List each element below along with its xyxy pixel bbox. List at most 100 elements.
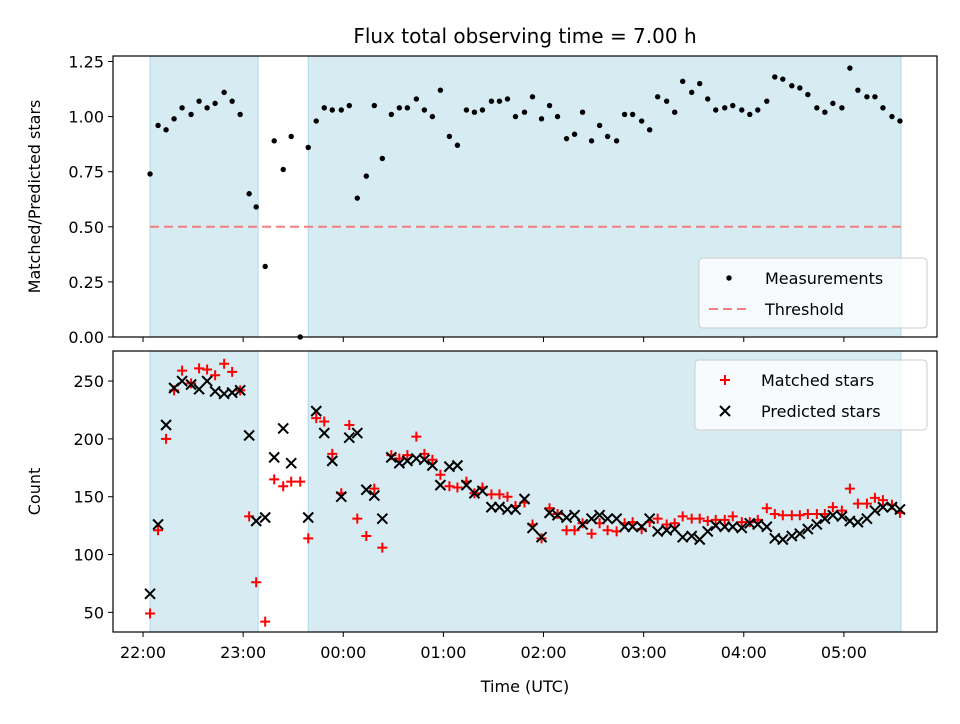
measurement-point	[897, 118, 903, 124]
x-tick-label: 23:00	[220, 643, 266, 662]
measurement-point	[346, 102, 352, 109]
measurement-point	[855, 87, 861, 93]
predicted-star-point	[593, 509, 606, 521]
legend-marker-measurements	[726, 275, 732, 281]
measurement-point	[212, 100, 218, 107]
measurement-point	[413, 96, 420, 102]
measurement-point	[271, 138, 277, 144]
measurement-point	[521, 109, 528, 115]
measurement-point	[839, 105, 845, 111]
measurement-point	[730, 102, 736, 109]
matched-star-point	[161, 433, 172, 444]
matched-star-point	[303, 533, 314, 544]
predicted-star-point	[535, 531, 548, 543]
predicted-star-point	[777, 533, 789, 546]
predicted-star-point	[643, 512, 656, 525]
measurement-point	[246, 191, 252, 197]
measurement-point	[880, 105, 886, 111]
matched-star-point	[145, 608, 156, 619]
predicted-star-point	[802, 523, 814, 535]
matched-star-point	[227, 366, 238, 377]
matched-star-point	[877, 495, 888, 506]
y-tick-label: 1.00	[68, 108, 104, 127]
matched-star-point	[602, 525, 613, 536]
predicted-star-point	[526, 522, 539, 534]
measurement-point	[512, 113, 519, 120]
matched-star-point	[452, 482, 463, 493]
measurement-point	[814, 105, 820, 111]
measurement-point	[722, 105, 728, 111]
matched-star-point	[502, 491, 513, 502]
measurement-point	[638, 118, 645, 124]
measurement-point	[253, 204, 259, 210]
measurement-point	[171, 116, 177, 122]
measurement-point	[329, 107, 335, 113]
matched-star-point	[769, 509, 780, 520]
predicted-star-point	[560, 511, 573, 524]
x-tick-label: 05:00	[821, 643, 867, 662]
predicted-star-point	[209, 385, 221, 398]
measurement-point	[621, 111, 628, 118]
matched-star-point	[586, 528, 597, 539]
y-axis-label: Count	[25, 468, 44, 516]
matched-star-point	[352, 513, 363, 524]
predicted-star-point	[285, 457, 297, 469]
measurement-point	[847, 65, 853, 71]
measurement-point	[237, 111, 243, 118]
predicted-star-point	[176, 375, 188, 387]
measurement-point	[613, 138, 620, 144]
predicted-star-point	[551, 509, 564, 521]
x-tick-label: 02:00	[520, 643, 566, 662]
measurement-point	[338, 107, 344, 113]
matched-star-point	[260, 616, 271, 627]
predicted-star-point	[418, 453, 431, 466]
predicted-star-point	[185, 378, 197, 391]
measurement-point	[204, 105, 210, 111]
matched-star-point	[411, 431, 422, 442]
measurement-point	[479, 107, 486, 113]
measurement-point	[689, 89, 695, 96]
axes-frame	[112, 55, 938, 338]
y-tick-label: 0.25	[68, 273, 104, 292]
measurement-point	[830, 100, 836, 107]
measurement-point	[404, 105, 411, 111]
measurement-point	[546, 102, 553, 109]
measurement-point	[764, 98, 770, 104]
predicted-star-point	[434, 479, 447, 491]
legend-label: Threshold	[764, 300, 844, 319]
measurement-point	[663, 98, 670, 104]
measurement-point	[321, 105, 327, 111]
legend-label: Predicted stars	[761, 402, 881, 421]
matched-star-point	[427, 454, 438, 465]
matched-star-point	[202, 364, 213, 375]
measurement-point	[196, 98, 202, 104]
measurement-point	[421, 107, 428, 113]
measurement-point	[772, 74, 778, 80]
shaded-interval-0	[149, 55, 259, 338]
y-tick-label: 0.00	[68, 328, 104, 347]
predicted-star-point	[727, 521, 739, 533]
measurement-point	[797, 85, 803, 91]
measurement-point	[604, 133, 611, 140]
matched-star-point	[361, 531, 372, 542]
y-tick-label: 200	[73, 430, 104, 449]
matched-star-point	[435, 469, 446, 480]
legend-marker-matched	[720, 375, 730, 385]
predicted-star-point	[401, 455, 414, 467]
measurement-point	[755, 107, 761, 113]
predicted-star-point	[543, 507, 556, 519]
x-tick-label: 01:00	[420, 643, 466, 662]
matched-star-point	[861, 498, 872, 509]
predicted-star-point	[310, 405, 322, 417]
predicted-star-point	[852, 516, 864, 528]
predicted-star-point	[877, 501, 889, 513]
axes-frame	[112, 350, 938, 633]
predicted-star-point	[250, 515, 262, 527]
matched-star-point	[869, 492, 880, 503]
predicted-star-point	[318, 427, 330, 439]
measurement-point	[437, 87, 444, 93]
y-tick-label: 0.75	[68, 163, 104, 182]
predicted-star-point	[736, 522, 748, 534]
matched-star-point	[177, 365, 188, 376]
measurement-point	[705, 96, 711, 102]
